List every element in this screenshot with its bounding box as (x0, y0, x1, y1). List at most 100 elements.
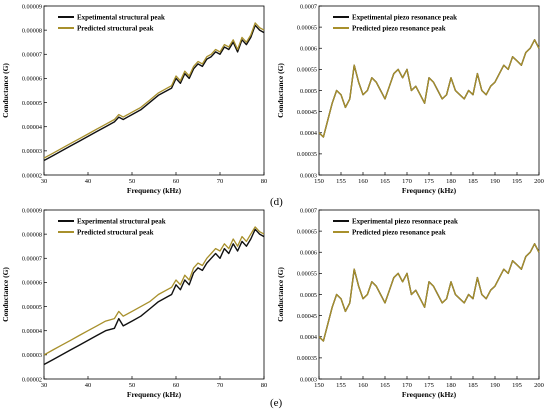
legend-label-0: Expetimental structural peak (77, 14, 165, 22)
x-tick-label: 175 (424, 178, 434, 185)
x-tick-label: 160 (358, 178, 368, 185)
x-tick-label: 165 (380, 382, 390, 389)
y-tick-label: 0.00006 (22, 76, 42, 83)
series-line-1 (318, 39, 540, 138)
y-tick-label: 0.0006 (300, 46, 317, 53)
chart-d-structural: 0.00002 0.00003 0.00004 0.00005 0.00006 0.000… (1, 3, 268, 195)
x-tick-label: 170 (402, 382, 412, 389)
caption-e: (e) (270, 397, 283, 409)
x-tick-label: 80 (261, 178, 268, 185)
x-tick-label: 200 (534, 178, 544, 185)
x-tick-label: 195 (512, 382, 522, 389)
y-tick-label: 0.0003 (300, 376, 317, 383)
chart-e-piezo: 0.0003 0.00035 0.0004 0.00045 0.0005 0.00055 0… (276, 207, 544, 399)
x-axis-label: Frequency (kHz) (402, 186, 457, 195)
y-tick-label: 0.0007 (300, 207, 317, 214)
caption-d: (d) (270, 196, 283, 208)
x-axis-label: Frequency (kHz) (127, 186, 182, 195)
y-tick-label: 0.0005 (300, 88, 317, 95)
y-tick-label: 0.0006 (300, 250, 317, 257)
y-tick-label: 0.00002 (22, 172, 42, 179)
x-tick-label: 160 (358, 382, 368, 389)
plot-frame (43, 5, 265, 176)
x-tick-label: 60 (173, 382, 180, 389)
x-tick-label: 190 (490, 382, 500, 389)
x-tick-label: 155 (336, 382, 346, 389)
y-tick-label: 0.00009 (22, 207, 42, 214)
y-tick-label: 0.0004 (300, 334, 317, 341)
plot-frame (43, 209, 265, 380)
x-tick-label: 40 (85, 178, 92, 185)
x-tick-label: 180 (446, 382, 456, 389)
x-tick-label: 30 (41, 382, 48, 389)
y-tick-label: 0.00008 (22, 27, 42, 34)
y-axis-label: Conductance (G) (1, 267, 10, 322)
series-line-0 (43, 24, 265, 162)
series-line-1 (43, 226, 265, 356)
x-tick-label: 165 (380, 178, 390, 185)
x-tick-label: 30 (41, 178, 48, 185)
y-tick-label: 0.00007 (22, 256, 42, 263)
y-tick-label: 0.00065 (297, 228, 317, 235)
y-tick-label: 0.00035 (297, 151, 317, 158)
x-tick-label: 40 (85, 382, 92, 389)
x-tick-label: 50 (129, 178, 136, 185)
y-axis-label: Conductance (G) (276, 63, 285, 118)
y-tick-label: 0.0005 (300, 292, 317, 299)
legend-label-1: Predicted piezo resonance peak (352, 229, 446, 237)
x-tick-label: 150 (314, 382, 324, 389)
y-tick-label: 0.00007 (22, 52, 42, 59)
x-tick-label: 50 (129, 382, 136, 389)
y-tick-label: 0.00035 (297, 355, 317, 362)
y-tick-label: 0.00045 (297, 109, 317, 116)
x-tick-label: 185 (468, 382, 478, 389)
x-tick-label: 60 (173, 178, 180, 185)
x-tick-label: 190 (490, 178, 500, 185)
legend-label-1: Predicted piezo resonance peak (352, 25, 446, 33)
x-tick-label: 70 (217, 382, 224, 389)
x-tick-label: 70 (217, 178, 224, 185)
y-tick-label: 0.00002 (22, 376, 42, 383)
y-tick-label: 0.00065 (297, 24, 317, 31)
y-tick-label: 0.00009 (22, 3, 42, 10)
y-tick-label: 0.00003 (22, 148, 42, 155)
y-tick-label: 0.00006 (22, 280, 42, 287)
y-tick-label: 0.00003 (22, 352, 42, 359)
x-tick-label: 195 (512, 178, 522, 185)
legend-label-0: Experimental structural peak (77, 218, 166, 226)
y-axis-label: Conductance (G) (1, 63, 10, 118)
x-tick-label: 80 (261, 382, 268, 389)
series-line-0 (318, 243, 540, 342)
y-tick-label: 0.0007 (300, 3, 317, 10)
x-axis-label: Frequency (kHz) (127, 390, 182, 399)
legend-label-0: Experimental piezo resonnace peak (352, 218, 458, 226)
x-tick-label: 200 (534, 382, 544, 389)
x-tick-label: 175 (424, 382, 434, 389)
x-tick-label: 185 (468, 178, 478, 185)
y-tick-label: 0.00004 (22, 124, 42, 131)
y-tick-label: 0.0003 (300, 172, 317, 179)
chart-d-piezo: 0.0003 0.00035 0.0004 0.00045 0.0005 0.00055 0… (276, 3, 544, 195)
y-tick-label: 0.00045 (297, 313, 317, 320)
y-tick-label: 0.00008 (22, 231, 42, 238)
series-line-0 (43, 228, 265, 366)
y-axis-label: Conductance (G) (276, 267, 285, 322)
y-tick-label: 0.0004 (300, 130, 317, 137)
y-tick-label: 0.00005 (22, 100, 42, 107)
x-tick-label: 150 (314, 178, 324, 185)
series-line-1 (43, 22, 265, 159)
y-tick-label: 0.00055 (297, 67, 317, 74)
y-tick-label: 0.00055 (297, 271, 317, 278)
y-tick-label: 0.00004 (22, 328, 42, 335)
legend-label-0: Expetimental piezo resonance peak (352, 14, 457, 22)
x-tick-label: 180 (446, 178, 456, 185)
x-axis-label: Frequency (kHz) (402, 390, 457, 399)
legend-label-1: Predicted structural peak (77, 25, 154, 33)
x-tick-label: 155 (336, 178, 346, 185)
series-line-1 (318, 243, 540, 342)
y-tick-label: 0.00005 (22, 304, 42, 311)
series-line-0 (318, 39, 540, 138)
legend-label-1: Predicted structural peak (77, 229, 154, 237)
chart-e-structural: 0.00002 0.00003 0.00004 0.00005 0.00006 0.000… (1, 207, 268, 399)
x-tick-label: 170 (402, 178, 412, 185)
